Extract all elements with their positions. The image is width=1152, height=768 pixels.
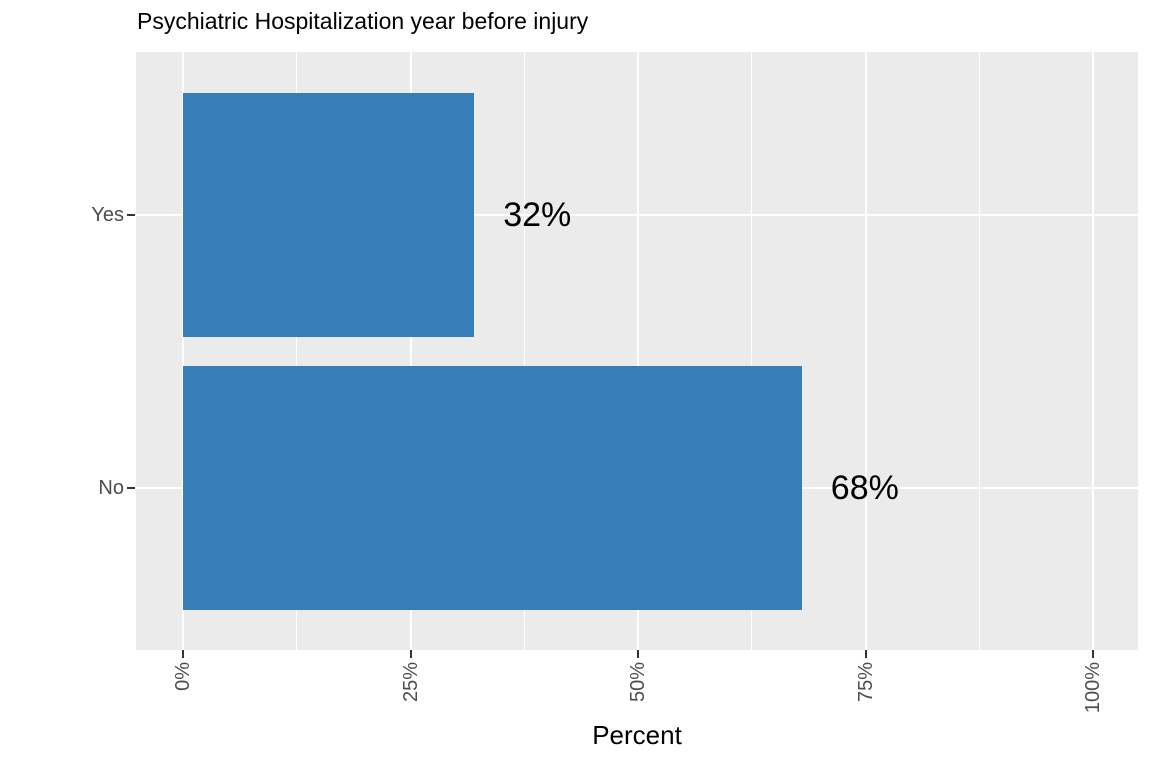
y-axis-category-label: Yes <box>91 203 124 226</box>
x-tick-mark <box>864 650 867 658</box>
x-tick-mark <box>1092 650 1094 658</box>
gridline-major-vertical <box>409 52 412 650</box>
gridline-major-vertical <box>864 52 867 650</box>
gridline-major-vertical <box>637 52 639 650</box>
y-tick-mark <box>127 213 135 216</box>
plot-panel: 32% 68% <box>136 52 1138 650</box>
x-tick-label: 0% <box>172 662 194 691</box>
chart-title: Psychiatric Hospitalization year before … <box>137 8 589 34</box>
x-tick-mark <box>182 650 184 658</box>
x-tick-label: 100% <box>1082 662 1104 714</box>
gridline-major-vertical <box>182 52 184 650</box>
bar-value-label: 32% <box>503 195 572 234</box>
x-tick-label: 75% <box>854 662 877 703</box>
gridline-minor-vertical <box>523 52 525 650</box>
bar-value-label: 68% <box>830 468 899 507</box>
y-tick-mark <box>127 486 135 489</box>
bar-yes <box>183 92 475 337</box>
gridline-major-vertical <box>1092 52 1094 650</box>
gridline-minor-vertical <box>978 52 980 650</box>
x-tick-label: 50% <box>627 662 649 703</box>
x-tick-mark <box>637 650 639 658</box>
gridline-major-horizontal <box>136 213 1138 216</box>
y-axis-category-label: No <box>98 476 124 499</box>
gridline-minor-vertical <box>296 52 298 650</box>
bar-no <box>183 365 802 610</box>
x-axis-title: Percent <box>592 720 682 750</box>
x-tick-mark <box>409 650 412 658</box>
x-tick-label: 25% <box>399 662 422 703</box>
gridline-minor-vertical <box>751 52 753 650</box>
